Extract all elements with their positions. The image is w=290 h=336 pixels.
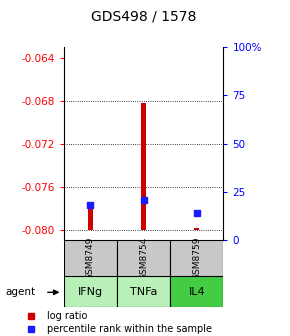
- Text: log ratio: log ratio: [47, 311, 87, 321]
- Text: GDS498 / 1578: GDS498 / 1578: [91, 9, 196, 23]
- Text: GSM8759: GSM8759: [192, 237, 201, 280]
- Bar: [117, 276, 170, 307]
- Bar: [170, 276, 223, 307]
- Text: IL4: IL4: [188, 287, 205, 297]
- Text: GSM8749: GSM8749: [86, 237, 95, 280]
- Text: TNFa: TNFa: [130, 287, 157, 297]
- Bar: [117, 240, 170, 276]
- Bar: [64, 276, 117, 307]
- Bar: [170, 240, 223, 276]
- Bar: [141, 103, 146, 229]
- Text: agent: agent: [6, 287, 36, 297]
- Text: GSM8754: GSM8754: [139, 237, 148, 280]
- Text: percentile rank within the sample: percentile rank within the sample: [47, 324, 212, 334]
- Bar: [194, 228, 200, 229]
- Bar: [88, 207, 93, 229]
- Text: IFNg: IFNg: [78, 287, 103, 297]
- Bar: [64, 240, 117, 276]
